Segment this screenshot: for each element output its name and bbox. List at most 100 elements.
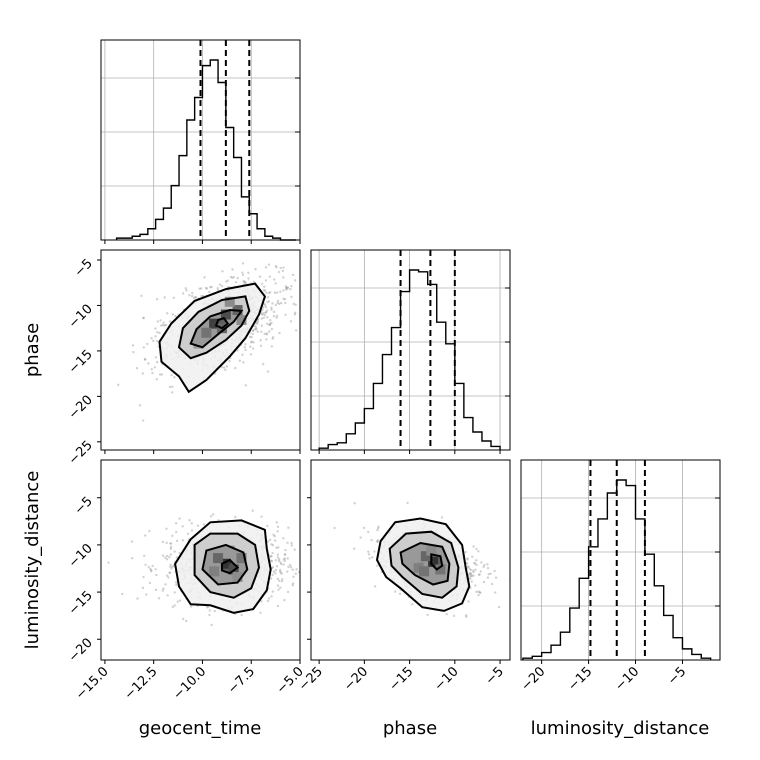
sample-point <box>244 384 247 387</box>
sample-point <box>165 554 169 558</box>
sample-point <box>368 557 371 560</box>
xtick-label-geocent_time: −7.5 <box>225 664 258 697</box>
xtick-label-geocent_time: −10.0 <box>170 664 209 703</box>
xtick-label-luminosity_distance: −5 <box>665 664 689 688</box>
xlabel-geocent-time: geocent_time <box>139 718 262 739</box>
sample-point <box>165 541 168 545</box>
sample-point <box>285 287 288 290</box>
sample-point <box>468 572 471 575</box>
sample-point <box>282 537 285 540</box>
sample-point <box>287 565 290 569</box>
sample-point <box>256 322 259 325</box>
panel-frame <box>310 459 511 661</box>
sample-point <box>270 595 273 598</box>
panel-frame <box>310 249 511 451</box>
sample-point <box>251 509 254 512</box>
sample-point <box>290 544 293 547</box>
sample-point <box>229 275 233 279</box>
sample-point <box>142 346 146 349</box>
sample-point <box>467 600 470 603</box>
sample-point <box>184 287 187 290</box>
sample-point <box>141 372 144 375</box>
sample-point <box>266 370 270 373</box>
sample-point <box>426 613 429 617</box>
sample-point <box>190 522 193 525</box>
sample-point <box>275 291 279 294</box>
sample-point <box>469 577 472 581</box>
density-bin <box>213 553 224 564</box>
sample-point <box>251 347 255 350</box>
contour-level-2 <box>201 543 249 586</box>
sample-point <box>293 548 296 551</box>
sample-point <box>263 303 267 307</box>
sample-point <box>256 330 259 333</box>
sample-point <box>291 582 295 585</box>
sample-point <box>276 553 280 556</box>
sample-point <box>170 567 173 570</box>
sample-point <box>169 565 172 569</box>
sample-point <box>475 590 478 594</box>
sample-point <box>480 561 483 564</box>
sample-point <box>270 559 274 563</box>
sample-point <box>375 540 379 543</box>
sample-point <box>264 266 268 269</box>
sample-point <box>479 570 482 573</box>
sample-point <box>371 556 374 559</box>
sample-point <box>241 273 245 276</box>
panel-frame <box>100 249 301 451</box>
ytick-label-phase: −10 <box>66 302 96 332</box>
sample-point <box>261 308 264 311</box>
sample-point <box>242 279 245 283</box>
sample-point <box>467 565 470 568</box>
sample-point <box>283 297 287 301</box>
sample-point <box>278 570 282 573</box>
ylabel-phase: phase <box>22 323 43 377</box>
sample-point <box>317 572 319 574</box>
sample-point <box>168 571 171 575</box>
sample-point <box>477 593 480 597</box>
ytick-label-luminosity_distance: −20 <box>66 635 96 665</box>
sample-point <box>188 294 191 297</box>
xtick-label-luminosity_distance: −20 <box>518 664 548 694</box>
sample-point <box>250 340 253 344</box>
sample-point <box>376 564 379 567</box>
sample-point <box>243 280 247 284</box>
sample-point <box>178 599 182 602</box>
sample-point <box>373 585 377 588</box>
sample-point <box>225 280 228 283</box>
sample-point <box>169 563 172 567</box>
xtick-label-phase: −15 <box>386 664 416 694</box>
sample-point <box>290 295 293 299</box>
density-bin <box>209 318 220 329</box>
sample-point <box>231 276 234 279</box>
sample-point <box>468 576 471 579</box>
sample-point <box>263 285 266 288</box>
sample-point <box>452 614 456 618</box>
sample-point <box>142 316 146 320</box>
sample-point <box>251 332 254 336</box>
sample-point <box>172 296 175 300</box>
sample-point <box>164 583 167 586</box>
density-bin <box>408 553 419 564</box>
sample-point <box>186 532 190 535</box>
sample-point <box>259 611 262 614</box>
sample-point <box>273 291 277 294</box>
sample-point <box>211 513 215 516</box>
sample-point <box>143 534 147 537</box>
sample-point <box>203 276 206 279</box>
sample-point <box>313 605 315 607</box>
sample-point <box>220 365 224 369</box>
sample-point <box>267 597 271 600</box>
sample-point <box>156 330 159 334</box>
density-bin <box>220 558 231 569</box>
contour-level-0 <box>158 282 267 394</box>
sample-point <box>184 619 188 623</box>
contour-level-0 <box>174 519 272 614</box>
sample-point <box>250 340 253 344</box>
sample-point <box>222 366 226 369</box>
ytick-label-luminosity_distance: −5 <box>72 494 96 518</box>
sample-point <box>182 617 185 621</box>
sample-point <box>306 280 308 282</box>
sample-point <box>333 526 336 530</box>
sample-point <box>294 572 298 575</box>
